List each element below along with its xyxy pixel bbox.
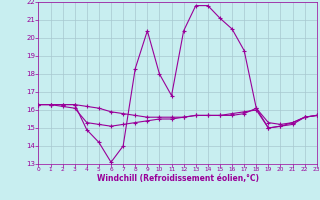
X-axis label: Windchill (Refroidissement éolien,°C): Windchill (Refroidissement éolien,°C) — [97, 174, 259, 183]
